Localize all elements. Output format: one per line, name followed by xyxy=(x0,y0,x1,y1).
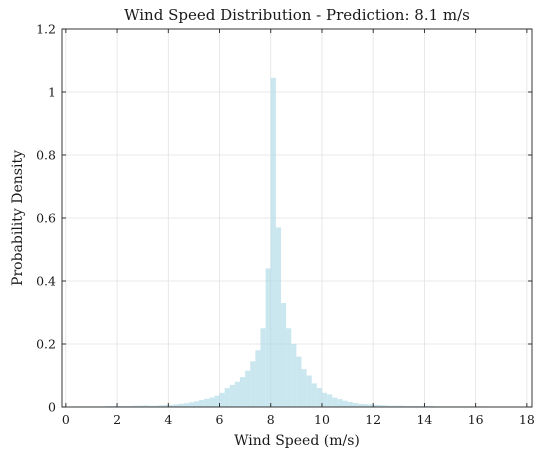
histogram-bar xyxy=(357,403,363,407)
y-tick-label: 1.2 xyxy=(36,22,56,37)
x-tick-label: 16 xyxy=(468,412,484,427)
histogram-bar xyxy=(327,394,333,407)
histogram-bar xyxy=(403,406,410,407)
x-tick-label: 0 xyxy=(62,412,70,427)
histogram-bar xyxy=(378,405,384,407)
histogram-bar xyxy=(337,399,343,407)
histogram-bar xyxy=(414,406,420,407)
histogram-bar xyxy=(342,400,348,407)
y-tick-label: 0.6 xyxy=(36,211,56,226)
histogram-bar xyxy=(245,370,251,407)
histogram-bar xyxy=(214,395,220,407)
histogram-bar xyxy=(429,406,435,407)
histogram-bars xyxy=(70,77,517,407)
histogram-bar xyxy=(286,328,292,407)
histogram-bar xyxy=(204,398,210,407)
histogram-bar xyxy=(270,77,276,407)
histogram-bar xyxy=(383,405,389,407)
histogram-bar xyxy=(188,402,194,407)
y-tick-label: 0.4 xyxy=(36,274,56,289)
histogram-bar xyxy=(193,401,200,407)
x-tick-label: 4 xyxy=(164,412,172,427)
histogram-bar xyxy=(316,388,322,407)
histogram-bar xyxy=(409,406,415,407)
histogram-bar xyxy=(306,375,312,407)
histogram-bar xyxy=(183,403,189,407)
histogram-bar xyxy=(173,404,179,407)
chart-title: Wind Speed Distribution - Prediction: 8.… xyxy=(124,6,470,24)
histogram-bar xyxy=(393,405,399,407)
histogram-bar xyxy=(178,403,184,407)
histogram-bar xyxy=(199,400,205,407)
x-tick-label: 2 xyxy=(113,412,121,427)
histogram-bar xyxy=(373,404,379,407)
histogram-bar xyxy=(158,405,164,407)
histogram-bar xyxy=(117,406,123,407)
histogram-bar xyxy=(229,384,235,407)
histogram-bar xyxy=(127,406,133,407)
histogram-bar xyxy=(255,350,261,407)
x-tick-label: 14 xyxy=(416,412,432,427)
histogram-bar xyxy=(137,405,143,407)
histogram-bar xyxy=(424,406,430,407)
histogram-bar xyxy=(163,405,169,407)
histogram-bar xyxy=(332,397,338,407)
y-axis-label: Probability Density xyxy=(10,150,26,286)
histogram-bar xyxy=(234,381,241,407)
y-tick-label: 1 xyxy=(48,85,56,100)
histogram-bar xyxy=(311,383,317,407)
y-tick-label: 0.2 xyxy=(36,337,56,352)
histogram-bar xyxy=(142,405,148,407)
histogram-bar xyxy=(209,397,215,407)
histogram-bar xyxy=(419,406,425,407)
y-tick-label: 0.8 xyxy=(36,148,56,163)
histogram-bar xyxy=(260,328,266,407)
histogram-bar xyxy=(265,268,271,407)
histogram-bar xyxy=(122,406,128,407)
histogram-bar xyxy=(352,402,358,407)
histogram-bar xyxy=(347,401,353,407)
x-axis-label: Wind Speed (m/s) xyxy=(234,433,360,449)
x-tick-label: 10 xyxy=(314,412,330,427)
histogram-bar xyxy=(296,356,302,407)
histogram-bar xyxy=(301,369,307,407)
histogram-bar xyxy=(219,392,225,407)
histogram-bar xyxy=(362,404,369,407)
histogram-bar xyxy=(280,303,287,407)
histogram-bar xyxy=(398,405,404,407)
x-tick-label: 6 xyxy=(216,412,224,427)
histogram-bar xyxy=(291,344,297,407)
histogram-bar xyxy=(168,405,174,407)
x-tick-label: 12 xyxy=(365,412,381,427)
histogram-bar xyxy=(147,405,153,407)
histogram-bar xyxy=(250,361,256,407)
histogram-bar xyxy=(275,227,281,407)
histogram-bar xyxy=(388,405,394,407)
histogram-bar xyxy=(106,406,112,407)
histogram-bar xyxy=(132,405,138,407)
histogram-bar xyxy=(321,392,328,407)
histogram-bar xyxy=(152,405,159,407)
histogram-bar xyxy=(111,406,118,407)
histogram-bar xyxy=(224,388,230,407)
axis-ticks: 0 2 4 6 8 10 12 14 16 18 0 0.2 0.4 0.6 0.8 1 1.2 xyxy=(36,22,535,428)
histogram-bar xyxy=(368,404,374,407)
x-tick-label: 8 xyxy=(267,412,275,427)
y-tick-label: 0 xyxy=(48,400,56,415)
x-tick-label: 18 xyxy=(519,412,535,427)
histogram-bar xyxy=(240,377,246,407)
